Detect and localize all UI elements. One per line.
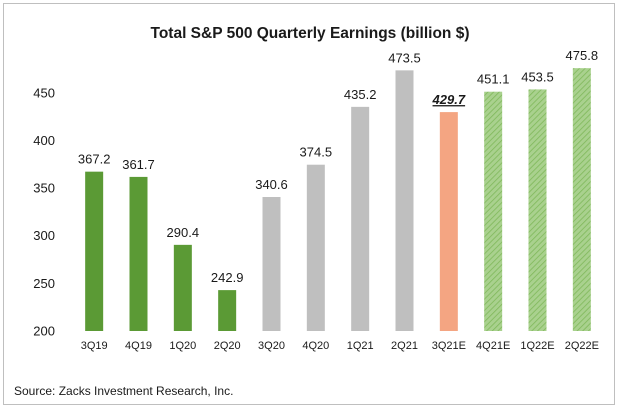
x-tick-label: 2Q22E bbox=[565, 340, 599, 352]
y-tick-label: 200 bbox=[33, 324, 55, 339]
y-tick-label: 250 bbox=[33, 276, 55, 291]
bar bbox=[85, 171, 104, 331]
y-axis: 200 250 300 350 400 450 bbox=[33, 85, 55, 338]
y-tick-label: 350 bbox=[33, 181, 55, 196]
bar bbox=[528, 89, 547, 332]
data-label: 473.5 bbox=[388, 50, 421, 65]
bar bbox=[395, 70, 414, 332]
y-tick-label: 400 bbox=[33, 133, 55, 148]
x-tick-label: 1Q20 bbox=[169, 340, 196, 352]
x-tick-label: 2Q21 bbox=[391, 340, 418, 352]
y-tick-label: 450 bbox=[33, 85, 55, 100]
data-label: 453.5 bbox=[521, 69, 554, 84]
x-axis: 3Q19 4Q19 1Q20 2Q20 3Q20 4Q20 1Q21 2Q21 3Q21E 4Q2… bbox=[81, 340, 599, 352]
x-tick-label: 3Q21E bbox=[432, 340, 466, 352]
data-label: 374.5 bbox=[300, 145, 333, 160]
bar bbox=[484, 91, 503, 332]
data-label: 435.2 bbox=[344, 87, 377, 102]
x-tick-label: 1Q21 bbox=[347, 340, 374, 352]
bar bbox=[439, 112, 458, 331]
bar bbox=[262, 197, 281, 331]
data-label: 429.7 bbox=[432, 92, 466, 107]
bar bbox=[306, 164, 325, 331]
bars bbox=[85, 68, 591, 332]
x-tick-label: 3Q19 bbox=[81, 340, 108, 352]
data-label: 361.7 bbox=[122, 157, 155, 172]
data-label: 290.4 bbox=[167, 225, 200, 240]
data-label: 451.1 bbox=[477, 72, 510, 87]
bar bbox=[351, 106, 370, 331]
bar-chart: Total S&P 500 Quarterly Earnings (billio… bbox=[14, 25, 599, 398]
bar bbox=[572, 68, 591, 331]
x-tick-label: 4Q19 bbox=[125, 340, 152, 352]
chart-title: Total S&P 500 Quarterly Earnings (billio… bbox=[151, 25, 470, 42]
x-tick-label: 1Q22E bbox=[520, 340, 554, 352]
x-tick-label: 2Q20 bbox=[214, 340, 241, 352]
data-label: 340.6 bbox=[255, 177, 288, 192]
x-tick-label: 3Q20 bbox=[258, 340, 285, 352]
bar bbox=[218, 290, 237, 331]
x-tick-label: 4Q20 bbox=[302, 340, 329, 352]
data-labels: 367.2 361.7 290.4 242.9 340.6 374.5 435.2 473.5… bbox=[78, 48, 598, 285]
data-label: 367.2 bbox=[78, 152, 111, 167]
data-label: 475.8 bbox=[566, 48, 599, 63]
x-tick-label: 4Q21E bbox=[476, 340, 510, 352]
chart-frame: Total S&P 500 Quarterly Earnings (billio… bbox=[3, 3, 615, 405]
source-note: Source: Zacks Investment Research, Inc. bbox=[14, 384, 233, 398]
bar bbox=[173, 244, 192, 331]
y-tick-label: 300 bbox=[33, 228, 55, 243]
bar bbox=[129, 176, 148, 331]
data-label: 242.9 bbox=[211, 270, 244, 285]
